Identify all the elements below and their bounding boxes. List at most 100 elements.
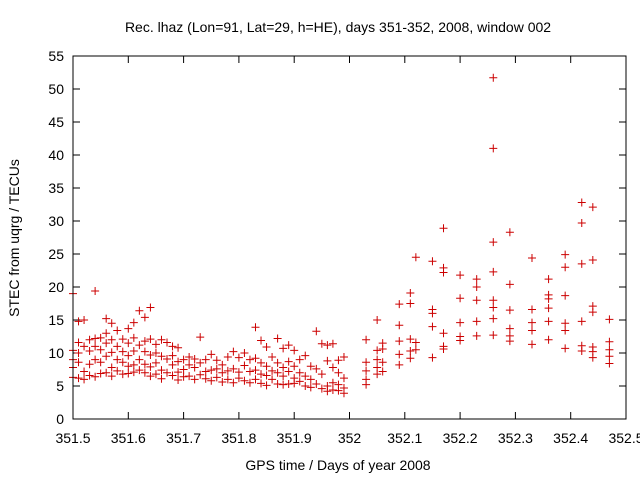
data-point <box>561 291 570 300</box>
data-point <box>196 370 205 379</box>
data-point <box>505 324 514 333</box>
data-point <box>262 343 271 352</box>
data-point <box>561 344 570 353</box>
data-point <box>168 342 177 351</box>
data-point <box>174 368 183 377</box>
data-point <box>290 346 299 355</box>
data-point <box>489 73 498 82</box>
x-tick-label: 351.5 <box>55 430 90 446</box>
data-point <box>107 319 116 328</box>
data-point <box>85 347 94 356</box>
data-point <box>229 347 238 356</box>
data-point <box>124 324 133 333</box>
data-point <box>406 354 415 363</box>
data-point <box>96 333 105 342</box>
data-point <box>251 354 260 363</box>
data-point <box>151 358 160 367</box>
data-point <box>561 263 570 272</box>
data-point <box>395 337 404 346</box>
data-point <box>135 355 144 364</box>
data-point <box>124 339 133 348</box>
data-point <box>334 356 343 365</box>
y-tick-label: 20 <box>48 279 64 295</box>
data-point <box>489 314 498 323</box>
data-point <box>411 338 420 347</box>
data-point <box>273 368 282 377</box>
data-point <box>306 375 315 384</box>
data-point <box>179 372 188 381</box>
data-point <box>129 333 138 342</box>
data-point <box>306 362 315 371</box>
data-point <box>395 300 404 309</box>
data-point <box>284 380 293 389</box>
data-points <box>69 73 614 398</box>
data-point <box>323 341 332 350</box>
data-point <box>312 364 321 373</box>
data-point <box>163 354 172 363</box>
data-point <box>339 352 348 361</box>
data-point <box>306 383 315 392</box>
data-point <box>362 366 371 375</box>
data-point <box>212 364 221 373</box>
data-point <box>257 336 266 345</box>
data-point <box>245 378 254 387</box>
data-point <box>273 334 282 343</box>
data-point <box>179 365 188 374</box>
data-point <box>273 358 282 367</box>
data-point <box>218 368 227 377</box>
data-point <box>472 275 481 284</box>
data-point <box>245 355 254 364</box>
data-point <box>373 370 382 379</box>
data-point <box>157 374 166 383</box>
data-point <box>378 345 387 354</box>
data-point <box>362 380 371 389</box>
data-point <box>168 351 177 360</box>
data-point <box>373 346 382 355</box>
data-point <box>118 358 127 367</box>
data-point <box>91 334 100 343</box>
y-tick-labels: 0 5 10 15 20 25 30 35 40 45 50 55 <box>48 48 64 427</box>
data-point <box>102 352 111 361</box>
data-point <box>140 347 149 356</box>
data-point <box>561 319 570 328</box>
data-point <box>190 375 199 384</box>
data-point <box>295 368 304 377</box>
data-point <box>113 366 122 375</box>
data-point <box>378 358 387 367</box>
data-point <box>472 331 481 340</box>
data-point <box>317 384 326 393</box>
data-point <box>113 355 122 364</box>
y-tick-label: 35 <box>48 180 64 196</box>
data-point <box>91 342 100 351</box>
data-point <box>201 374 210 383</box>
data-point <box>223 375 232 384</box>
data-point <box>284 341 293 350</box>
data-point <box>207 350 216 359</box>
data-point <box>544 275 553 284</box>
data-point <box>328 378 337 387</box>
chart-title: Rec. lhaz (Lon=91, Lat=29, h=HE), days 3… <box>125 19 551 35</box>
data-point <box>91 286 100 295</box>
data-point <box>577 347 586 356</box>
data-point <box>240 349 249 357</box>
data-point <box>439 224 448 233</box>
data-point <box>174 357 183 366</box>
y-tick-label: 40 <box>48 147 64 163</box>
data-point <box>201 355 210 364</box>
data-point <box>74 374 83 383</box>
data-point <box>185 352 194 361</box>
data-point <box>472 296 481 305</box>
data-point <box>456 271 465 280</box>
data-point <box>605 337 614 346</box>
data-point <box>135 366 144 375</box>
data-point <box>185 372 194 381</box>
data-point <box>428 309 437 318</box>
data-point <box>295 355 304 364</box>
data-point <box>207 366 216 375</box>
data-point <box>317 339 326 348</box>
data-point <box>577 198 586 207</box>
data-point <box>262 381 271 390</box>
data-point <box>362 335 371 344</box>
data-point <box>378 367 387 376</box>
data-point <box>146 372 155 381</box>
